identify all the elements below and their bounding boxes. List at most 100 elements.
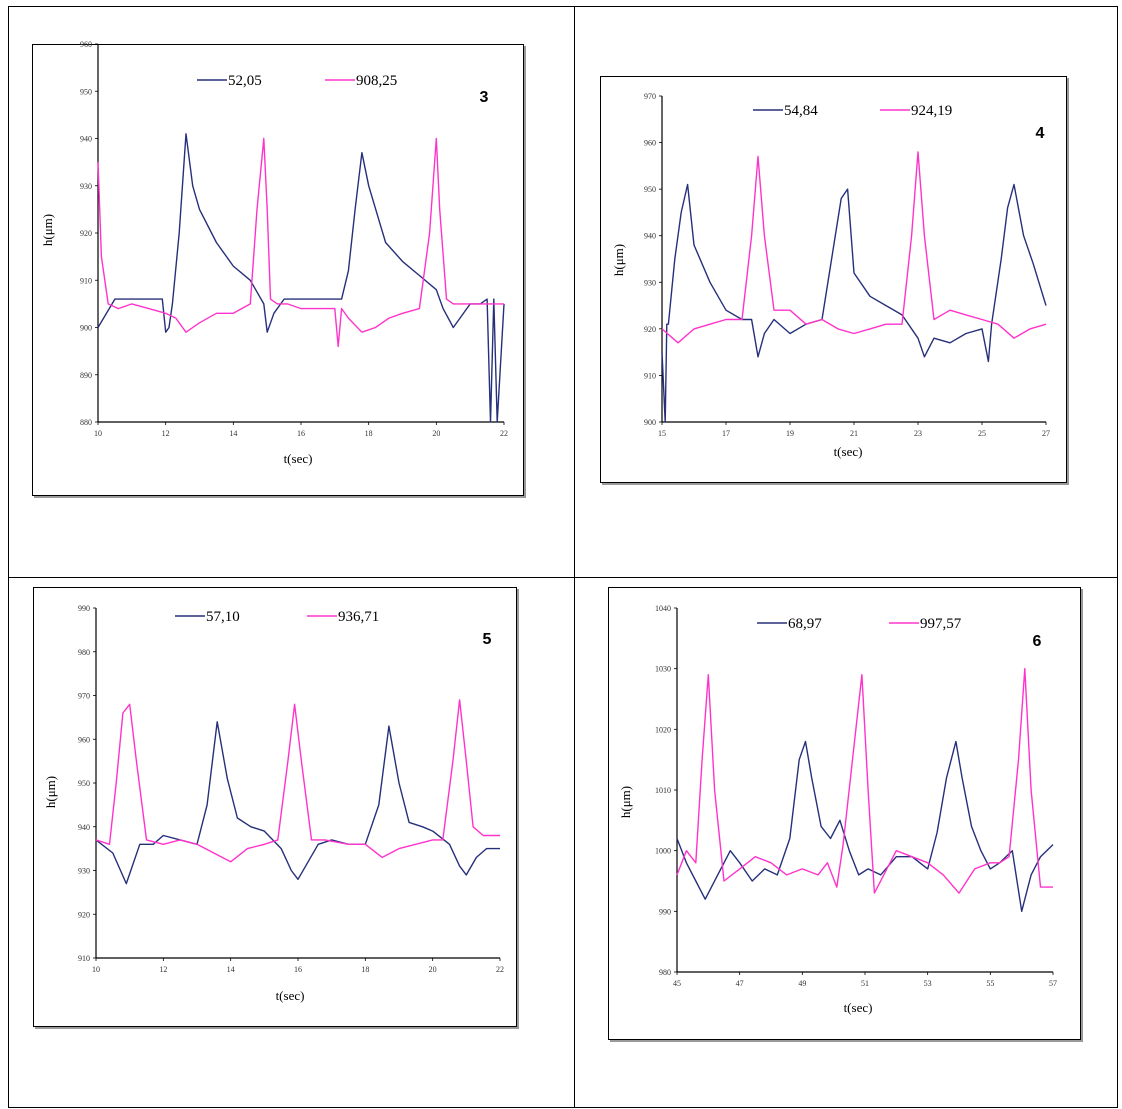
series-line-a <box>95 721 500 885</box>
panel-number: 5 <box>483 631 492 648</box>
y-tick-label: 930 <box>78 867 90 876</box>
x-tick-label: 12 <box>162 429 170 438</box>
y-tick-label: 930 <box>644 278 656 287</box>
x-tick-label: 21 <box>850 429 858 438</box>
x-tick-label: 10 <box>92 965 100 974</box>
chart-panel-6 <box>608 587 1081 1040</box>
y-tick-label: 910 <box>80 276 92 285</box>
x-tick-label: 10 <box>94 429 102 438</box>
x-tick-label: 18 <box>365 429 373 438</box>
x-tick-label: 49 <box>798 979 806 988</box>
y-tick-label: 900 <box>644 418 656 427</box>
x-tick-label: 19 <box>786 429 794 438</box>
legend-label: 68,97 <box>788 616 822 632</box>
y-tick-label: 990 <box>659 907 671 916</box>
series-line-b <box>661 151 1047 344</box>
y-tick-label: 920 <box>78 910 90 919</box>
figure-table <box>8 6 1118 1108</box>
legend-label: 936,71 <box>338 609 379 625</box>
y-tick-label: 960 <box>80 40 92 49</box>
y-tick-label: 1010 <box>655 786 671 795</box>
x-tick-label: 16 <box>297 429 305 438</box>
x-tick-label: 25 <box>978 429 986 438</box>
y-tick-label: 910 <box>78 954 90 963</box>
x-tick-label: 16 <box>294 965 302 974</box>
x-tick-label: 14 <box>227 965 235 974</box>
x-tick-label: 17 <box>722 429 730 438</box>
y-tick-label: 1030 <box>655 665 671 674</box>
y-tick-label: 1020 <box>655 725 671 734</box>
x-tick-label: 14 <box>229 429 237 438</box>
legend-label: 52,05 <box>228 73 262 89</box>
y-tick-label: 920 <box>644 325 656 334</box>
legend-label: 57,10 <box>206 609 240 625</box>
y-axis-label: h(μm) <box>618 786 633 818</box>
y-tick-label: 950 <box>80 87 92 96</box>
y-tick-label: 900 <box>80 324 92 333</box>
x-tick-label: 45 <box>673 979 681 988</box>
x-axis-label: t(sec) <box>284 451 313 466</box>
legend-label: 997,57 <box>920 616 962 632</box>
y-tick-label: 1000 <box>655 847 671 856</box>
y-tick-label: 890 <box>80 371 92 380</box>
chart-panel-3 <box>32 44 524 496</box>
x-tick-label: 47 <box>736 979 744 988</box>
panel-number: 4 <box>1036 125 1045 142</box>
y-tick-label: 980 <box>659 968 671 977</box>
y-tick-label: 960 <box>78 735 90 744</box>
x-tick-label: 22 <box>500 429 508 438</box>
series-line-b <box>97 137 504 348</box>
x-tick-label: 27 <box>1042 429 1050 438</box>
y-axis-label: h(μm) <box>43 776 58 808</box>
y-tick-label: 950 <box>78 779 90 788</box>
legend-label: 54,84 <box>784 103 818 119</box>
x-tick-label: 22 <box>496 965 504 974</box>
y-tick-label: 930 <box>80 182 92 191</box>
y-tick-label: 960 <box>644 139 656 148</box>
chart-4: 15 17 19 21 23 25 27 900 910 920 930 940 950 960 970 t(… <box>611 92 1050 459</box>
y-tick-label: 980 <box>78 648 90 657</box>
y-tick-label: 970 <box>644 92 656 101</box>
x-tick-label: 53 <box>924 979 932 988</box>
y-tick-label: 940 <box>80 135 92 144</box>
y-tick-label: 970 <box>78 692 90 701</box>
x-tick-label: 12 <box>159 965 167 974</box>
x-axis-label: t(sec) <box>834 444 863 459</box>
y-tick-label: 920 <box>80 229 92 238</box>
panel-number: 6 <box>1033 633 1042 650</box>
panel-number: 3 <box>480 89 489 106</box>
table-divider-horizontal <box>8 577 1118 578</box>
series-line-b <box>676 668 1053 894</box>
x-tick-label: 57 <box>1049 979 1057 988</box>
y-tick-label: 950 <box>644 185 656 194</box>
y-tick-label: 940 <box>644 232 656 241</box>
x-tick-label: 55 <box>986 979 994 988</box>
chart-5: 10 12 14 16 18 20 22 910 920 930 940 950 960 970 980 99… <box>43 604 504 1003</box>
y-tick-label: 1040 <box>655 604 671 613</box>
series-line-a <box>661 183 1047 423</box>
x-tick-label: 23 <box>914 429 922 438</box>
chart-6: 45 47 49 51 53 55 57 980 990 1000 1010 1020 1030 1040… <box>618 604 1057 1015</box>
x-tick-label: 51 <box>861 979 869 988</box>
y-tick-label: 940 <box>78 823 90 832</box>
y-axis-label: h(μm) <box>40 214 55 246</box>
legend-label: 908,25 <box>356 73 397 89</box>
table-divider-vertical <box>574 6 575 1108</box>
y-tick-label: 990 <box>78 604 90 613</box>
legend-label: 924,19 <box>911 103 952 119</box>
x-axis-label: t(sec) <box>276 988 305 1003</box>
x-tick-label: 20 <box>432 429 440 438</box>
chart-3: 10 12 14 16 18 20 22 880 890 900 910 920 930 940 950 96… <box>40 40 508 466</box>
y-tick-label: 910 <box>644 371 656 380</box>
x-tick-label: 15 <box>658 429 666 438</box>
series-line-a <box>97 133 505 423</box>
x-axis-label: t(sec) <box>844 1000 873 1015</box>
chart-panel-4 <box>600 76 1067 483</box>
y-tick-label: 880 <box>80 418 92 427</box>
x-tick-label: 20 <box>429 965 437 974</box>
series-line-b <box>95 699 500 863</box>
series-line-a <box>676 740 1054 912</box>
x-tick-label: 18 <box>361 965 369 974</box>
y-axis-label: h(μm) <box>611 244 626 276</box>
